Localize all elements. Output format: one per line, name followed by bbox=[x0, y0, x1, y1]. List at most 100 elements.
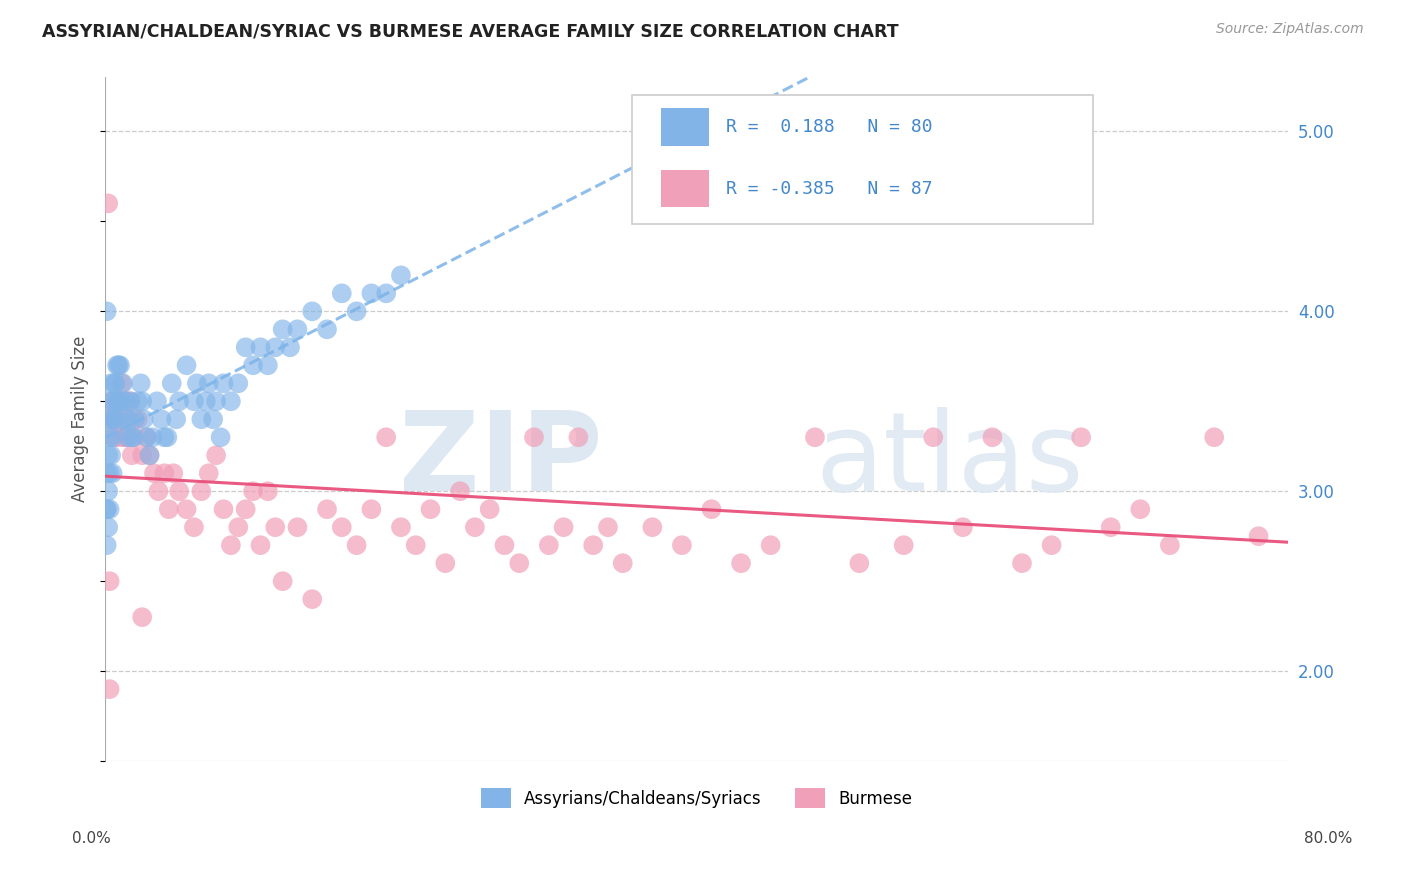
Point bbox=[96, 467, 118, 481]
Point bbox=[153, 467, 176, 481]
Text: atlas: atlas bbox=[815, 407, 1084, 514]
Point bbox=[226, 520, 249, 534]
Point bbox=[121, 430, 143, 444]
Point bbox=[115, 394, 138, 409]
Point bbox=[121, 448, 143, 462]
Point bbox=[107, 394, 129, 409]
Point bbox=[641, 520, 664, 534]
Point bbox=[120, 394, 142, 409]
Point bbox=[143, 467, 166, 481]
Point bbox=[100, 412, 122, 426]
Point bbox=[101, 394, 124, 409]
Point bbox=[235, 340, 257, 354]
Point bbox=[111, 376, 134, 391]
Point bbox=[176, 359, 198, 373]
Point bbox=[183, 520, 205, 534]
Point bbox=[249, 538, 271, 552]
Point bbox=[98, 430, 121, 444]
Point bbox=[100, 376, 122, 391]
Point bbox=[553, 520, 575, 534]
Point bbox=[117, 412, 139, 426]
Point bbox=[96, 502, 118, 516]
FancyBboxPatch shape bbox=[631, 95, 1092, 225]
Point bbox=[104, 412, 127, 426]
Point bbox=[301, 592, 323, 607]
Point bbox=[105, 394, 128, 409]
Point bbox=[104, 412, 127, 426]
Point bbox=[96, 502, 118, 516]
Point bbox=[120, 394, 142, 409]
Point bbox=[952, 520, 974, 534]
Point bbox=[110, 376, 132, 391]
Point bbox=[97, 412, 120, 426]
Point bbox=[278, 340, 301, 354]
Point bbox=[117, 430, 139, 444]
Point bbox=[1011, 556, 1033, 570]
Point bbox=[124, 430, 146, 444]
Point bbox=[494, 538, 516, 552]
Point bbox=[141, 430, 163, 444]
Point bbox=[135, 430, 157, 444]
Point bbox=[346, 538, 368, 552]
Point bbox=[148, 484, 170, 499]
Point bbox=[108, 359, 131, 373]
Point bbox=[419, 502, 441, 516]
Point bbox=[612, 556, 634, 570]
Point bbox=[330, 520, 353, 534]
Bar bbox=[661, 108, 709, 145]
Point bbox=[124, 412, 146, 426]
Point bbox=[1070, 430, 1092, 444]
Point bbox=[150, 412, 173, 426]
Point bbox=[103, 376, 125, 391]
Point bbox=[235, 502, 257, 516]
Text: R = -0.385   N = 87: R = -0.385 N = 87 bbox=[727, 180, 934, 198]
Point bbox=[242, 484, 264, 499]
Point bbox=[138, 448, 160, 462]
Point bbox=[257, 484, 280, 499]
Point bbox=[219, 394, 242, 409]
Point bbox=[167, 484, 190, 499]
Point bbox=[103, 430, 125, 444]
Point bbox=[1204, 430, 1226, 444]
Point bbox=[316, 502, 339, 516]
Point bbox=[271, 322, 294, 336]
Point bbox=[287, 520, 309, 534]
Point bbox=[97, 484, 120, 499]
Point bbox=[202, 412, 225, 426]
Point bbox=[226, 376, 249, 391]
Point bbox=[190, 484, 212, 499]
Point bbox=[389, 520, 412, 534]
Point bbox=[118, 430, 141, 444]
Point bbox=[135, 430, 157, 444]
Point bbox=[360, 286, 382, 301]
Point bbox=[205, 394, 228, 409]
Point bbox=[100, 412, 122, 426]
Point bbox=[131, 394, 153, 409]
Text: ZIP: ZIP bbox=[399, 407, 602, 514]
Point bbox=[114, 412, 136, 426]
Point bbox=[1159, 538, 1181, 552]
Point bbox=[287, 322, 309, 336]
Point bbox=[97, 448, 120, 462]
Point bbox=[596, 520, 619, 534]
Point bbox=[582, 538, 605, 552]
Point bbox=[508, 556, 530, 570]
Point bbox=[759, 538, 782, 552]
Point bbox=[127, 412, 149, 426]
Point bbox=[804, 430, 827, 444]
Point bbox=[981, 430, 1004, 444]
Point bbox=[271, 574, 294, 589]
Point bbox=[138, 448, 160, 462]
Point bbox=[893, 538, 915, 552]
Point bbox=[131, 610, 153, 624]
Point bbox=[101, 467, 124, 481]
Point bbox=[264, 340, 287, 354]
Point bbox=[389, 268, 412, 283]
Point bbox=[330, 286, 353, 301]
Point bbox=[1099, 520, 1122, 534]
Point bbox=[118, 412, 141, 426]
Point bbox=[97, 520, 120, 534]
Point bbox=[375, 430, 398, 444]
Text: 0.0%: 0.0% bbox=[72, 831, 111, 846]
Text: 80.0%: 80.0% bbox=[1305, 831, 1353, 846]
